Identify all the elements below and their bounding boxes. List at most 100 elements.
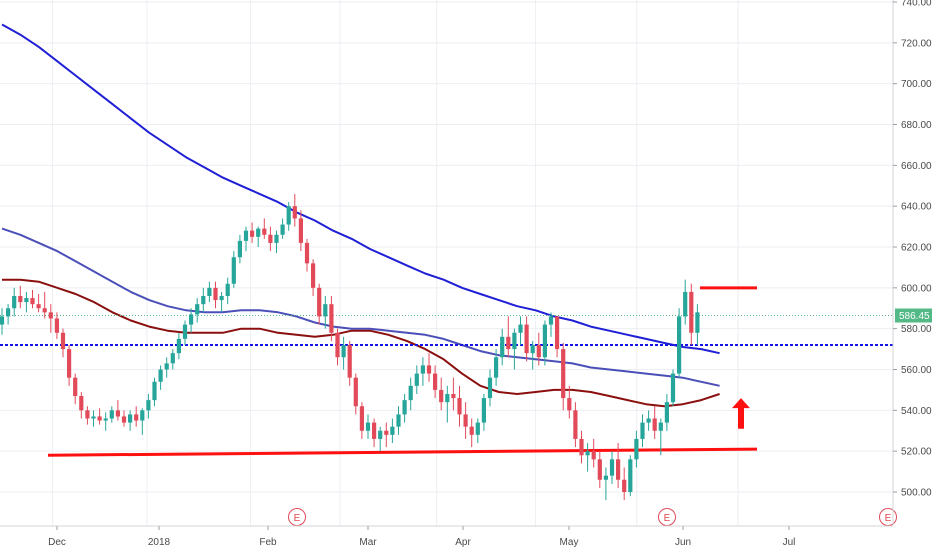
candle-body — [24, 298, 29, 303]
candle — [237, 234, 242, 264]
candle-body — [372, 422, 377, 439]
price-tick-label: 720.00 — [901, 38, 932, 49]
candle-body — [341, 345, 346, 358]
candle-body — [91, 416, 96, 419]
candle — [24, 291, 29, 313]
candle — [329, 296, 334, 341]
last-price-badge — [895, 308, 932, 323]
candle-body — [555, 316, 560, 350]
candle — [250, 222, 255, 243]
candle-body — [195, 304, 200, 315]
candle — [67, 345, 72, 386]
candle-body — [640, 422, 645, 439]
price-tick-label: 520.00 — [901, 447, 932, 458]
candle-body — [109, 410, 114, 419]
candle — [170, 349, 175, 370]
candle-body — [433, 373, 438, 390]
candle-body — [262, 228, 267, 235]
candle — [384, 422, 389, 448]
grid — [0, 0, 893, 526]
candle-body — [689, 291, 694, 333]
candle-body — [286, 206, 291, 225]
price-tick-label: 540.00 — [901, 406, 932, 417]
price-axis[interactable]: 500.00 520.00 540.00 560.00 580.00 600.00 620.… — [892, 0, 932, 526]
candle-body — [225, 283, 230, 296]
candle — [195, 298, 200, 323]
event-label: E — [294, 513, 301, 524]
candle-body — [67, 349, 72, 378]
candle-body — [311, 263, 316, 288]
candle-body — [103, 418, 108, 421]
candle-body — [591, 451, 596, 460]
candle-body — [18, 296, 23, 303]
candle-body — [176, 338, 181, 354]
candle — [262, 218, 267, 239]
candle — [646, 410, 651, 431]
candle-body — [457, 398, 462, 415]
price-tick-label: 700.00 — [901, 79, 932, 90]
candle — [414, 365, 419, 394]
candle-body — [451, 394, 456, 399]
support-level-line — [47, 447, 758, 457]
candle — [652, 406, 657, 439]
candle-body — [292, 206, 297, 219]
candle — [30, 289, 35, 309]
candle — [695, 304, 700, 345]
candle-body — [463, 414, 468, 427]
time-tick-label: Jul — [783, 537, 796, 548]
candle-body — [268, 234, 273, 243]
candle — [231, 251, 236, 288]
candle — [530, 340, 535, 370]
candle-body — [134, 414, 139, 421]
event-label: E — [664, 513, 671, 524]
candle — [152, 377, 157, 407]
time-tick-label: Apr — [455, 537, 471, 548]
candle — [60, 328, 66, 358]
candle — [158, 365, 163, 390]
candle — [256, 226, 261, 247]
time-tick-label: May — [560, 537, 579, 548]
candle — [439, 377, 444, 411]
candle — [548, 312, 554, 337]
candle — [353, 373, 358, 415]
time-tick-label: Jun — [675, 537, 691, 548]
candle-body — [695, 312, 700, 333]
candle — [6, 304, 11, 325]
candle — [12, 287, 17, 317]
candle — [518, 316, 523, 345]
candle — [219, 291, 224, 313]
candle-body — [475, 422, 480, 435]
candle-body — [256, 228, 261, 237]
price-tick-label: 500.00 — [901, 488, 932, 499]
price-tick-label: 600.00 — [901, 283, 932, 294]
annotation-arrows — [732, 398, 750, 429]
candle-body — [170, 353, 175, 364]
candle — [640, 414, 645, 448]
time-tick-label: 2018 — [148, 537, 171, 548]
candle-body — [585, 451, 590, 456]
candle-body — [231, 257, 236, 284]
candle — [463, 402, 468, 439]
candle — [628, 455, 633, 497]
time-tick-label: Dec — [48, 537, 66, 548]
candle — [664, 394, 669, 431]
candle — [420, 357, 425, 386]
candle-body — [609, 459, 615, 476]
candle-body — [60, 332, 66, 350]
candle — [597, 451, 602, 488]
candle — [494, 349, 499, 386]
candle-body — [494, 357, 499, 378]
candle — [201, 287, 206, 313]
candle — [176, 332, 181, 360]
candle-body — [140, 410, 145, 421]
candle-body — [670, 373, 676, 403]
price-tick-label: 640.00 — [901, 202, 932, 213]
candle — [457, 385, 462, 427]
price-tick-label: 680.00 — [901, 120, 932, 131]
candle — [36, 293, 41, 313]
time-axis[interactable]: Dec 2018 Feb Mar Apr May Jun Jul — [0, 525, 893, 548]
candle-body — [622, 479, 627, 492]
candle-body — [73, 377, 78, 397]
candle — [304, 238, 310, 272]
candle — [585, 443, 590, 472]
